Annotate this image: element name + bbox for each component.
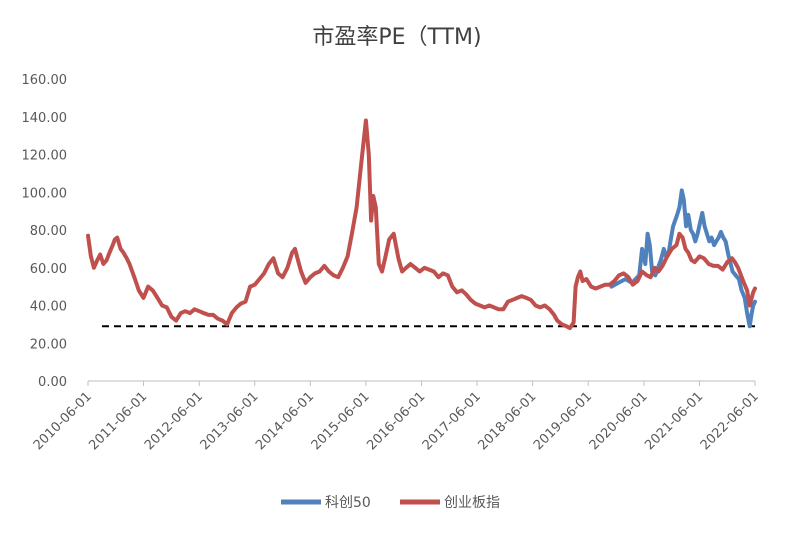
y-tick-label: 160.00 [22,73,68,88]
chart-legend: 科创50 创业板指 [281,495,500,511]
series-lines [86,118,757,331]
legend-label-chuangyeban: 创业板指 [444,495,500,511]
y-tick-label: 20.00 [30,337,67,352]
legend-item-kechuang50: 科创50 [281,495,371,511]
series-line-kechuang50 [609,188,757,329]
chart-title: 市盈率PE（TTM) [312,25,481,50]
y-tick-label: 100.00 [22,186,68,201]
y-axis-tick-labels: 0.00 20.00 40.00 60.00 80.00 100.00 120.00 140.… [22,73,68,390]
y-tick-label: 60.00 [30,262,67,277]
y-tick-label: 120.00 [22,149,68,164]
y-tick-label: 140.00 [22,111,68,126]
legend-label-kechuang50: 科创50 [325,495,371,511]
y-tick-label: 40.00 [30,300,67,315]
series-line-chuangyeban [86,118,757,331]
y-tick-label: 80.00 [30,224,67,239]
legend-item-chuangyeban: 创业板指 [400,495,500,511]
y-tick-label: 0.00 [38,375,67,390]
